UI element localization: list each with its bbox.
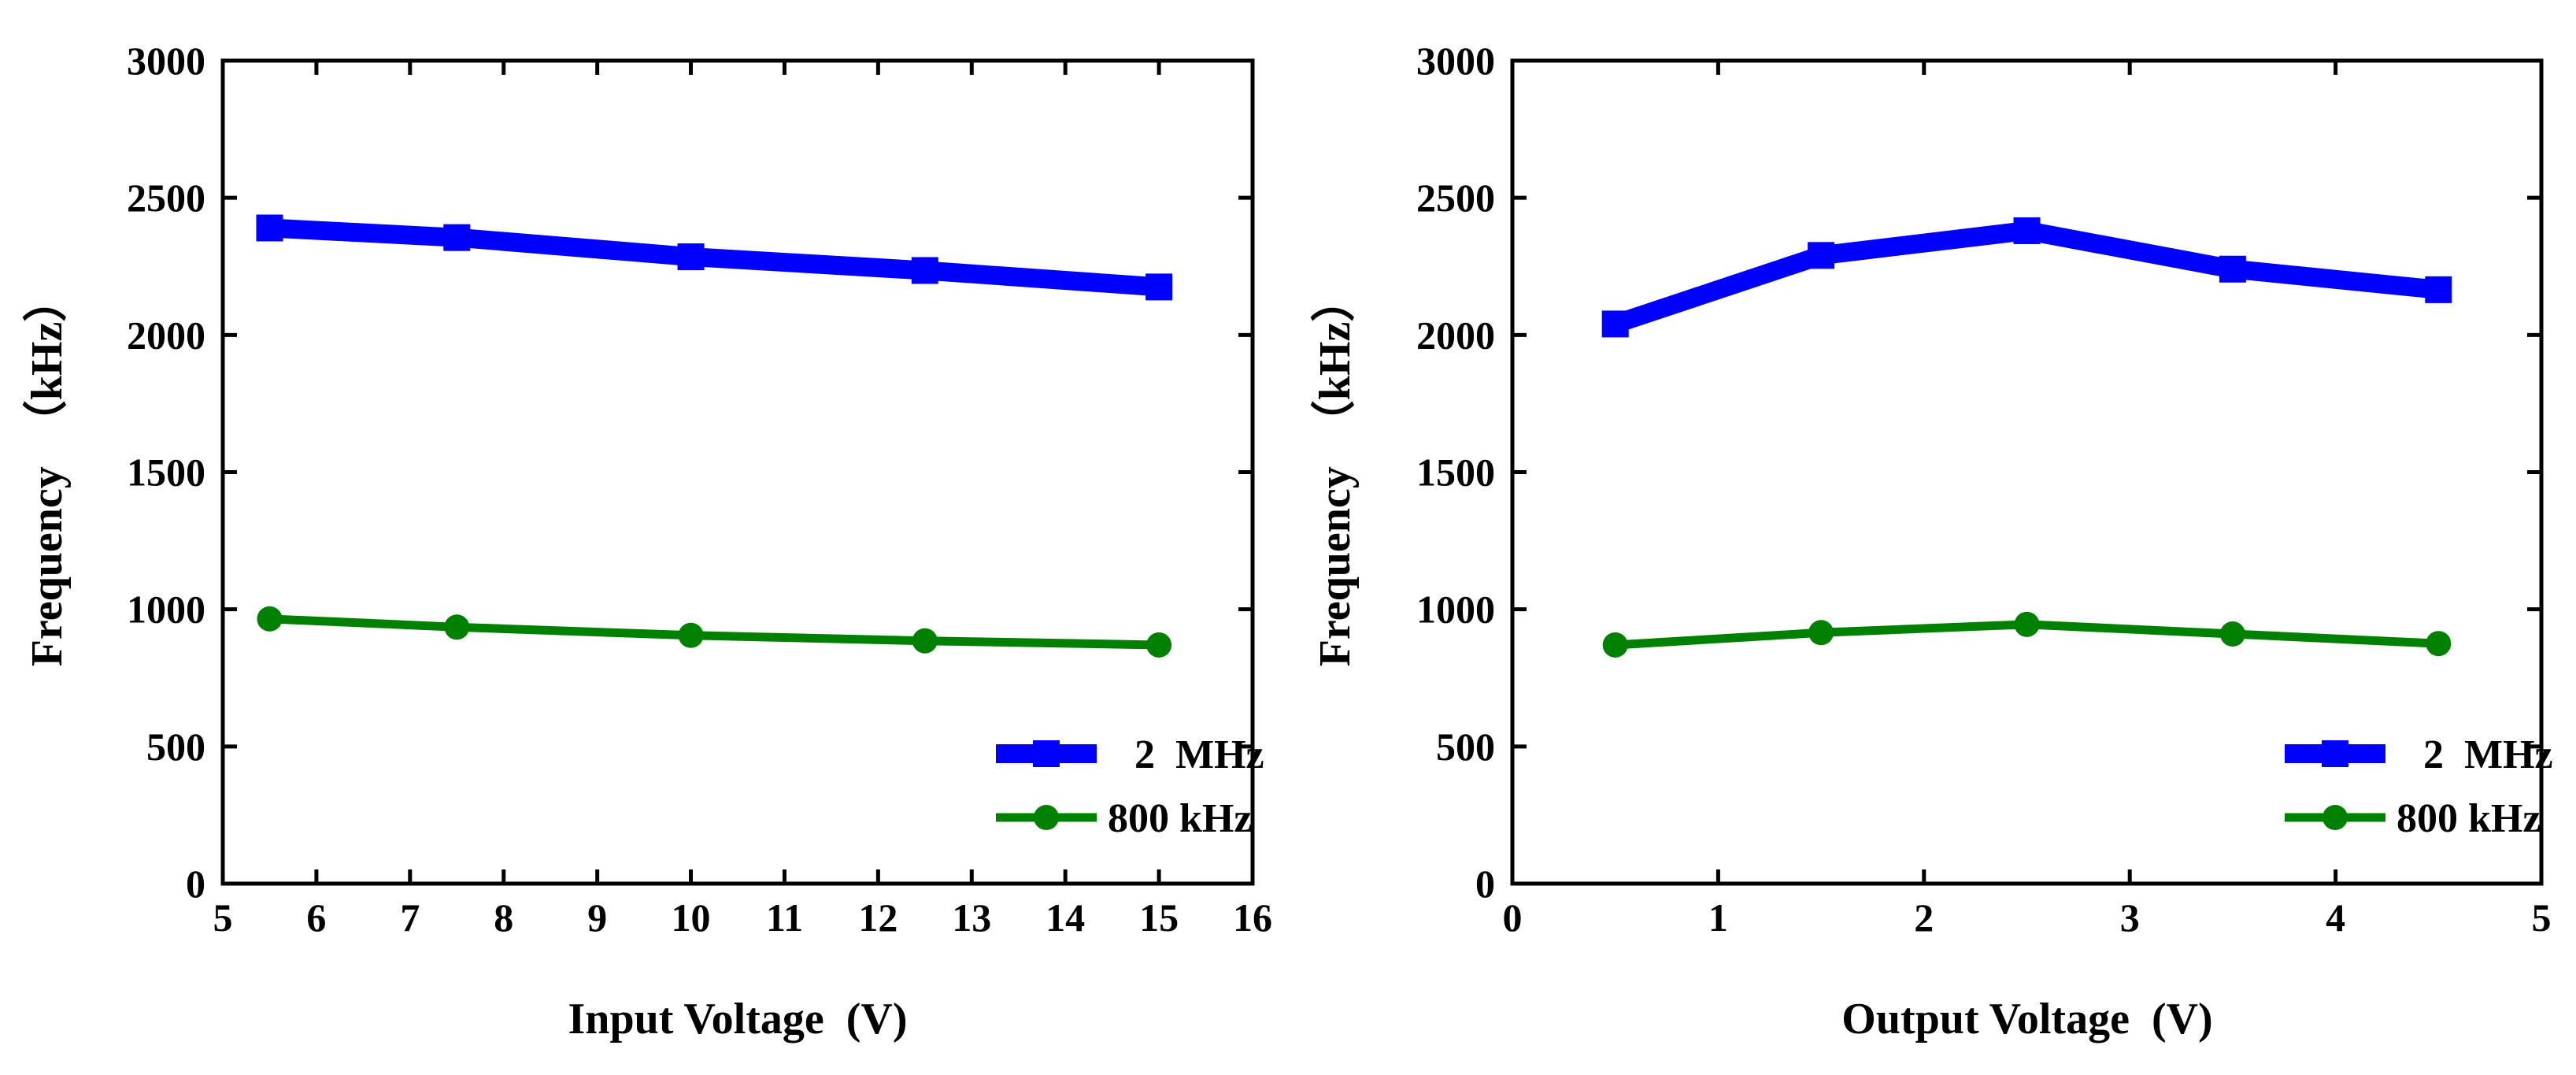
x-tick-label: 6 <box>306 895 326 940</box>
data-point-square <box>256 214 283 242</box>
x-tick-label: 2 <box>1914 895 1934 940</box>
data-point-square <box>2013 217 2041 244</box>
data-point-circle <box>1146 632 1172 658</box>
data-point-square <box>677 243 705 271</box>
legend-label: 800 kHz <box>2396 796 2541 841</box>
y-tick-label: 2500 <box>127 176 205 220</box>
data-point-circle <box>1808 620 1834 646</box>
plot-frame <box>1510 58 2544 886</box>
x-tick-label: 0 <box>1503 895 1523 940</box>
series-2mhz <box>256 214 1173 301</box>
chart-output-voltage: 0 1 2 3 4 5 0 500 1000 1500 2000 2500 3000 Output Vol… <box>1310 39 2553 1043</box>
series-800khz <box>257 606 1172 658</box>
x-tick-label: 4 <box>2326 895 2345 940</box>
x-axis-label: Input Voltage (V) <box>568 995 908 1043</box>
x-tick-label: 10 <box>672 895 711 940</box>
data-point-square <box>1808 242 1835 269</box>
y-tick-label: 1500 <box>127 450 205 495</box>
y-tick-label: 0 <box>186 862 205 906</box>
series-line <box>268 218 1160 297</box>
data-point-square <box>2425 276 2452 303</box>
chart-input-voltage: 5 6 7 8 9 10 11 12 13 14 15 16 0 500 1000 1500 2000 2500 3… <box>22 39 1272 1043</box>
x-tick-label: 15 <box>1139 895 1179 940</box>
legend-marker-square <box>1033 740 1060 767</box>
x-tick-label: 9 <box>587 895 607 940</box>
data-point-square <box>911 257 938 284</box>
y-tick-label: 1500 <box>1416 450 1495 495</box>
legend-marker-circle <box>2322 805 2348 830</box>
y-tick-label: 1000 <box>1416 588 1495 632</box>
x-axis-label: Output Voltage (V) <box>1841 995 2212 1043</box>
y-tick-label: 2000 <box>127 313 205 357</box>
legend: 2 MHz 800 kHz <box>996 732 1264 841</box>
series-800khz <box>1602 611 2452 658</box>
x-tick-label: 1 <box>1708 895 1728 940</box>
x-tick-label: 8 <box>494 895 513 940</box>
x-tick-label: 16 <box>1233 895 1272 940</box>
series-line <box>1612 221 2440 333</box>
y-tick-label: 2000 <box>1416 313 1495 357</box>
y-tick-label: 1000 <box>127 588 205 632</box>
x-tick-label: 13 <box>952 895 991 940</box>
y-tick-label: 500 <box>146 725 205 769</box>
x-tick-label: 5 <box>213 895 233 940</box>
legend-label: 2 MHz <box>1134 732 1264 777</box>
plot-frame <box>220 58 1255 886</box>
data-point-circle <box>2426 631 2452 657</box>
data-point-circle <box>1602 632 1628 658</box>
data-point-circle <box>2219 621 2245 647</box>
x-tick-label: 3 <box>2120 895 2140 940</box>
data-point-circle <box>912 628 938 654</box>
data-point-circle <box>257 606 283 632</box>
legend: 2 MHz 800 kHz <box>2285 732 2553 841</box>
x-tick-label: 7 <box>400 895 420 940</box>
x-tick-label: 14 <box>1046 895 1085 940</box>
y-tick-label: 500 <box>1436 725 1495 769</box>
legend-marker-square <box>2322 740 2348 767</box>
data-point-square <box>1601 310 1629 338</box>
legend-label: 2 MHz <box>2423 732 2553 777</box>
x-tick-label: 11 <box>766 895 803 940</box>
data-point-square <box>443 224 471 251</box>
series-2mhz <box>1601 217 2452 338</box>
data-point-circle <box>444 614 470 640</box>
legend-marker-circle <box>1034 805 1059 830</box>
data-point-circle <box>678 622 704 648</box>
data-point-circle <box>2014 611 2040 637</box>
y-tick-label: 2500 <box>1416 176 1495 220</box>
legend-label: 800 kHz <box>1108 796 1252 841</box>
series-line <box>269 614 1160 650</box>
y-tick-label: 0 <box>1475 862 1495 906</box>
y-tick-label: 3000 <box>1416 39 1495 83</box>
y-axis-label: Frequency （kHz） <box>22 278 72 667</box>
y-axis-label: Frequency （kHz） <box>1310 278 1360 667</box>
data-point-square <box>1146 273 1173 301</box>
y-tick-label: 3000 <box>127 39 205 83</box>
data-point-square <box>2219 255 2246 283</box>
x-tick-label: 5 <box>2532 895 2552 940</box>
x-tick-label: 12 <box>858 895 898 940</box>
